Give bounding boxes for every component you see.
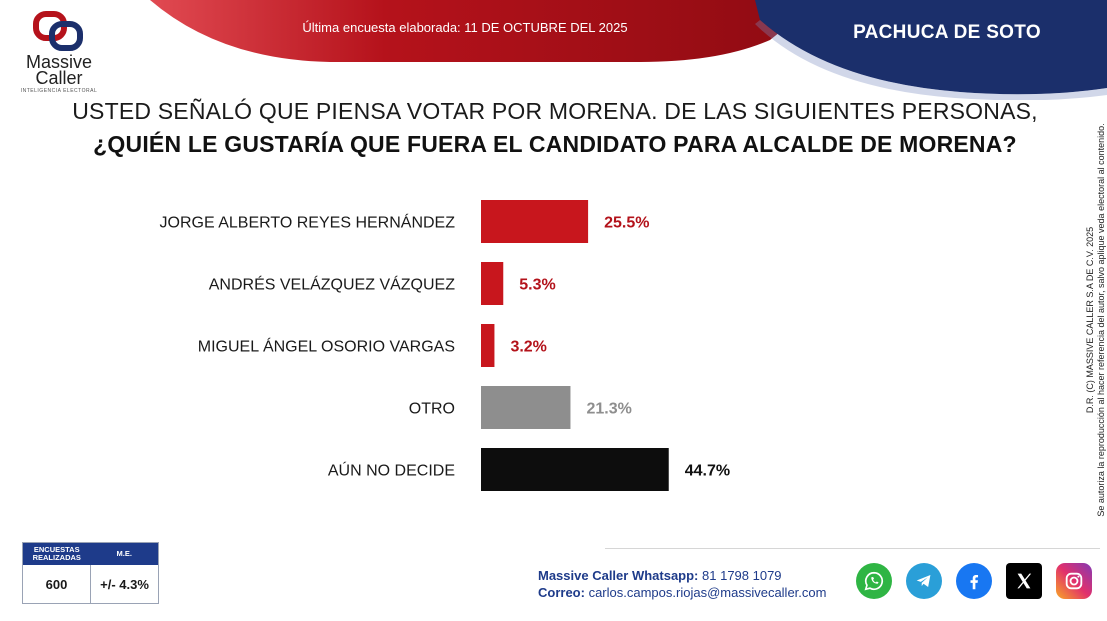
category-label: OTRO	[409, 401, 455, 418]
x-twitter-icon[interactable]	[1006, 563, 1042, 599]
email-link[interactable]: carlos.campos.riojas@massivecaller.com	[588, 585, 827, 600]
value-label: 21.3%	[586, 401, 631, 418]
value-label: 25.5%	[604, 215, 649, 232]
logo-text: Massive Caller	[14, 52, 104, 88]
margin-error-value: +/- 4.3%	[100, 576, 149, 592]
margin-error-header: M.E.	[116, 549, 132, 558]
bar	[481, 200, 589, 243]
value-label: 5.3%	[519, 277, 555, 294]
bar-chart: JORGE ALBERTO REYES HERNÁNDEZ 25.5% ANDRÉS…	[160, 200, 730, 491]
bar	[481, 448, 669, 491]
facebook-icon[interactable]	[956, 563, 992, 599]
bar	[481, 262, 504, 305]
copyright-line1: D.R. (C) MASSIVE CALLER S.A DE C.V. 2025	[1085, 226, 1095, 414]
value-label: 3.2%	[510, 339, 546, 356]
survey-date: Última encuesta elaborada: 11 DE OCTUBRE…	[302, 20, 628, 35]
category-label: ANDRÉS VELÁZQUEZ VÁZQUEZ	[209, 275, 455, 294]
instagram-icon[interactable]	[1056, 563, 1092, 599]
category-label: JORGE ALBERTO REYES HERNÁNDEZ	[160, 213, 456, 232]
surveys-value: 600	[23, 565, 91, 603]
logo-line2: Caller	[35, 68, 83, 88]
contact-info: Massive Caller Whatsapp: 81 1798 1079 Co…	[538, 567, 826, 601]
logo-mark-icon	[33, 11, 83, 51]
value-label: 44.7%	[685, 463, 730, 480]
whatsapp-icon[interactable]	[856, 563, 892, 599]
question-line1: USTED SEÑALÓ QUE PIENSA VOTAR POR MORENA…	[72, 98, 1038, 124]
category-label: MIGUEL ÁNGEL OSORIO VARGAS	[198, 337, 455, 356]
whatsapp-label: Massive Caller Whatsapp:	[538, 568, 699, 583]
social-icons	[856, 563, 1092, 599]
logo-line1: Massive	[25, 52, 92, 72]
whatsapp-number[interactable]: 81 1798 1079	[702, 568, 782, 583]
email-label: Correo:	[538, 585, 585, 600]
copyright-line2: Se autoriza la reproducción al hacer ref…	[1096, 123, 1106, 517]
header-banner	[150, 0, 1107, 100]
footer-divider	[605, 548, 1100, 549]
question-line2: ¿QUIÉN LE GUSTARÍA QUE FUERA EL CANDIDAT…	[93, 131, 1017, 157]
surveys-header: ENCUESTAS REALIZADAS	[32, 545, 81, 562]
copyright-note: D.R. (C) MASSIVE CALLER S.A DE C.V. 2025…	[1085, 110, 1107, 530]
telegram-icon[interactable]	[906, 563, 942, 599]
logo-tagline: INTELIGENCIA ELECTORAL	[20, 88, 98, 94]
category-label: AÚN NO DECIDE	[328, 461, 455, 480]
bar	[481, 324, 495, 367]
massive-caller-logo: Massive Caller INTELIGENCIA ELECTORAL	[14, 10, 104, 94]
bar	[481, 386, 571, 429]
city-title: PACHUCA DE SOTO	[853, 22, 1041, 43]
survey-info-box: ENCUESTAS REALIZADAS M.E. 600 +/- 4.3%	[22, 542, 159, 604]
